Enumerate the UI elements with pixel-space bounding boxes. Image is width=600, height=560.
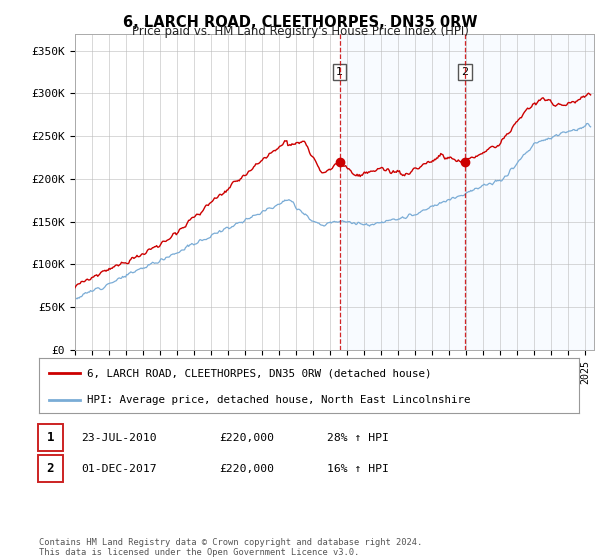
Text: Price paid vs. HM Land Registry's House Price Index (HPI): Price paid vs. HM Land Registry's House … — [131, 25, 469, 38]
Text: 23-JUL-2010: 23-JUL-2010 — [81, 433, 157, 443]
Text: £220,000: £220,000 — [219, 464, 274, 474]
Text: 6, LARCH ROAD, CLEETHORPES, DN35 0RW (detached house): 6, LARCH ROAD, CLEETHORPES, DN35 0RW (de… — [86, 368, 431, 378]
Bar — [465, 34, 594, 350]
Text: 1: 1 — [47, 431, 54, 445]
Text: 1: 1 — [336, 67, 343, 77]
Text: 2: 2 — [461, 67, 469, 77]
Text: Contains HM Land Registry data © Crown copyright and database right 2024.
This d: Contains HM Land Registry data © Crown c… — [39, 538, 422, 557]
Text: £220,000: £220,000 — [219, 433, 274, 443]
Text: 28% ↑ HPI: 28% ↑ HPI — [327, 433, 389, 443]
Text: 01-DEC-2017: 01-DEC-2017 — [81, 464, 157, 474]
Text: 16% ↑ HPI: 16% ↑ HPI — [327, 464, 389, 474]
Text: 6, LARCH ROAD, CLEETHORPES, DN35 0RW: 6, LARCH ROAD, CLEETHORPES, DN35 0RW — [123, 15, 477, 30]
Bar — [340, 34, 465, 350]
Text: HPI: Average price, detached house, North East Lincolnshire: HPI: Average price, detached house, Nort… — [86, 395, 470, 404]
Text: 2: 2 — [47, 462, 54, 475]
